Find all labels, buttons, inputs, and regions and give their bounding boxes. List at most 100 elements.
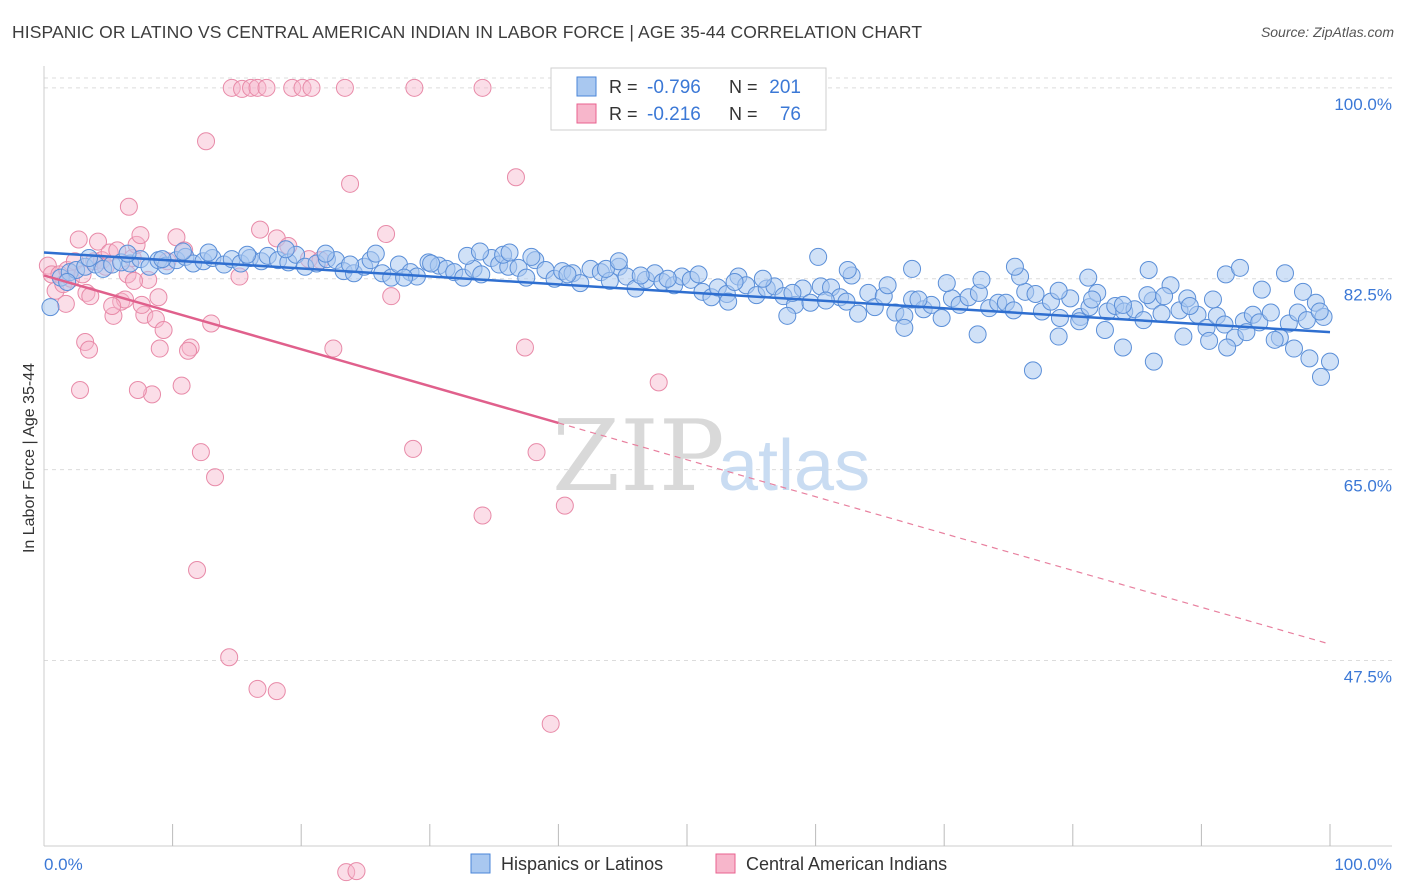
- point-hispanic: [1261, 303, 1280, 322]
- x-tick-labels: 0.0% 100.0%: [44, 855, 1392, 874]
- point-hispanic: [470, 242, 489, 261]
- point-central-american-indian: [89, 232, 108, 251]
- stats-n-value-2: 76: [780, 104, 801, 125]
- point-hispanic: [631, 266, 650, 285]
- watermark-atlas: atlas: [718, 426, 870, 506]
- point-central-american-indian: [382, 287, 401, 306]
- point-hispanic: [1095, 321, 1114, 339]
- point-central-american-indian: [324, 339, 343, 358]
- point-central-american-indian: [283, 78, 302, 97]
- point-central-american-indian: [473, 78, 492, 97]
- point-central-american-indian: [555, 496, 574, 515]
- point-central-american-indian: [149, 288, 168, 307]
- point-hispanic: [878, 276, 897, 295]
- point-hispanic: [173, 242, 192, 261]
- point-central-american-indian: [347, 862, 366, 881]
- point-central-american-indian: [125, 271, 144, 290]
- point-central-american-indian: [405, 78, 424, 97]
- point-hispanic: [1113, 338, 1132, 357]
- point-hispanic: [1300, 349, 1319, 368]
- stats-n-label-2: N =: [729, 104, 758, 124]
- point-central-american-indian: [404, 439, 423, 458]
- point-central-american-indian: [181, 338, 200, 357]
- point-central-american-indian: [515, 338, 534, 357]
- point-hispanic: [1174, 327, 1193, 346]
- point-hispanic: [1152, 304, 1171, 323]
- trend-line-central-american-indians-extension: [558, 422, 1331, 645]
- point-hispanic: [1203, 290, 1222, 309]
- point-hispanic: [522, 247, 541, 266]
- point-hispanic: [932, 309, 951, 327]
- chart-title: HISPANIC OR LATINO VS CENTRAL AMERICAN I…: [12, 22, 923, 42]
- point-hispanic: [895, 318, 914, 337]
- point-central-american-indian: [119, 197, 138, 216]
- point-central-american-indian: [267, 682, 286, 701]
- legend-label-central-american-indians: Central American Indians: [746, 854, 947, 874]
- point-hispanic: [558, 265, 577, 284]
- point-hispanic: [1026, 285, 1045, 303]
- point-hispanic: [395, 268, 414, 287]
- point-hispanic: [609, 252, 628, 271]
- legend-item-central-american-indians[interactable]: Central American Indians: [715, 853, 947, 874]
- watermark-zip: ZIP: [552, 400, 725, 514]
- point-hispanic: [968, 325, 987, 344]
- point-hispanic: [809, 247, 828, 266]
- point-central-american-indian: [335, 78, 354, 97]
- point-central-american-indian: [527, 443, 546, 462]
- point-hispanic: [366, 244, 385, 263]
- point-central-american-indian: [248, 78, 267, 97]
- legend-item-hispanics[interactable]: Hispanics or Latinos: [470, 853, 663, 874]
- x-tick-label-start: 0.0%: [44, 855, 83, 874]
- legend-swatch-pink: [715, 853, 736, 874]
- source-label: Source: ZipAtlas.com: [1260, 24, 1394, 40]
- point-central-american-indian: [172, 376, 191, 395]
- y-axis-label: In Labor Force | Age 35-44: [21, 363, 38, 553]
- series-central-american-indians: [38, 78, 668, 882]
- y-tick-label: 47.5%: [1344, 668, 1392, 687]
- point-central-american-indian: [293, 78, 312, 97]
- point-hispanic: [1113, 295, 1132, 314]
- point-hispanic: [341, 255, 360, 274]
- point-central-american-indian: [206, 468, 225, 487]
- point-hispanic: [1311, 367, 1330, 386]
- point-central-american-indian: [377, 225, 396, 243]
- point-hispanic: [689, 265, 708, 284]
- point-hispanic: [1155, 287, 1174, 306]
- stats-r-value-2: -0.216: [647, 104, 701, 125]
- point-hispanic: [118, 244, 137, 263]
- stats-n-value-1: 201: [769, 77, 801, 98]
- point-hispanic: [849, 304, 868, 323]
- point-hispanic: [1321, 352, 1339, 371]
- point-hispanic: [1079, 268, 1098, 287]
- point-central-american-indian: [506, 168, 525, 187]
- stats-legend: R = -0.796 N = 201 R = -0.216 N = 76: [550, 67, 827, 131]
- point-hispanic: [41, 298, 60, 317]
- point-hispanic: [500, 243, 519, 262]
- y-tick-label: 100.0%: [1334, 95, 1392, 114]
- watermark: ZIP atlas: [552, 400, 870, 514]
- point-central-american-indian: [541, 714, 560, 733]
- point-hispanic: [1218, 338, 1237, 357]
- point-hispanic: [571, 274, 590, 293]
- point-hispanic: [753, 269, 772, 288]
- point-hispanic: [316, 244, 335, 263]
- y-tick-label: 65.0%: [1344, 477, 1392, 496]
- point-central-american-indian: [302, 78, 321, 97]
- point-central-american-indian: [154, 321, 173, 339]
- point-central-american-indian: [143, 385, 162, 404]
- point-hispanic: [1265, 330, 1284, 349]
- stats-r-label-1: R =: [609, 77, 638, 97]
- point-hispanic: [1005, 257, 1024, 276]
- point-central-american-indian: [197, 132, 216, 151]
- point-central-american-indian: [69, 230, 88, 249]
- point-hispanic: [276, 240, 295, 259]
- point-hispanic: [1310, 302, 1329, 321]
- point-hispanic: [658, 269, 677, 288]
- point-hispanic: [1083, 290, 1102, 309]
- point-central-american-indian: [649, 373, 668, 392]
- point-central-american-indian: [341, 174, 360, 193]
- grid-lines: [44, 77, 1392, 662]
- point-hispanic: [1284, 339, 1303, 358]
- point-hispanic: [1049, 281, 1068, 300]
